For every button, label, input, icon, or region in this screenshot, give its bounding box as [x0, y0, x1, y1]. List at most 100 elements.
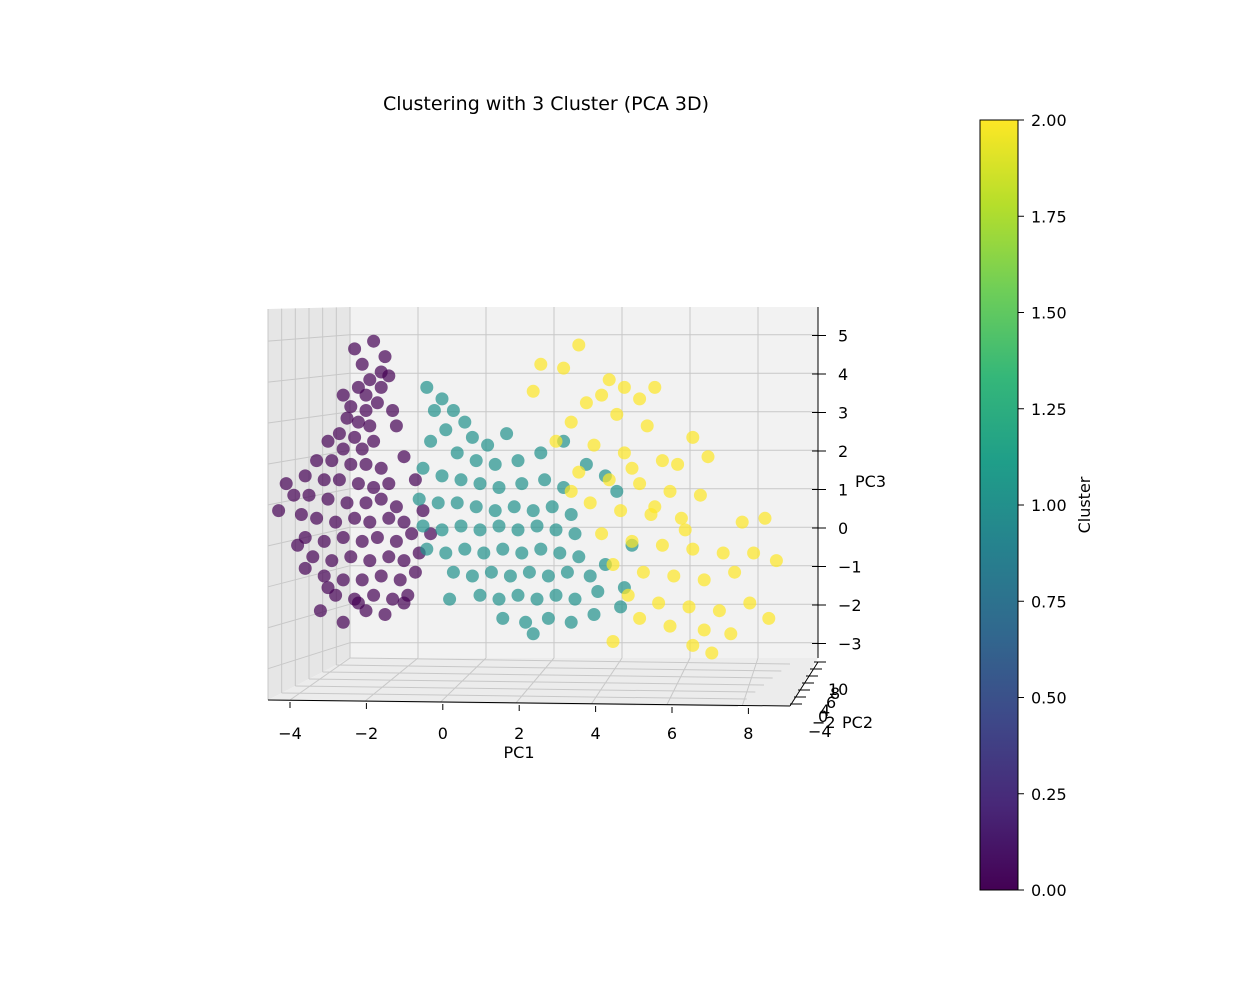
- cluster-1-point: [469, 454, 483, 468]
- colorbar-tick-label: 1.00: [1031, 496, 1067, 515]
- cluster-2-point: [564, 484, 578, 498]
- colorbar: 0.00 0.25 0.50 0.75 1.00 1.25 1.50 1.75 2.00 Clu…: [979, 111, 1094, 900]
- y-tick-label: 0: [818, 707, 828, 726]
- cluster-0-point: [351, 477, 365, 491]
- z-tick-label: 4: [838, 365, 848, 384]
- cluster-1-point: [614, 600, 628, 614]
- cluster-2-point: [697, 573, 711, 587]
- cluster-2-point: [625, 534, 639, 548]
- cluster-1-point: [534, 542, 548, 556]
- cluster-1-point: [435, 523, 449, 537]
- cluster-0-point: [397, 596, 411, 610]
- cluster-2-point: [728, 565, 742, 579]
- cluster-0-point: [363, 554, 377, 568]
- cluster-2-point: [712, 604, 726, 618]
- cluster-2-point: [758, 511, 772, 525]
- cluster-1-point: [431, 496, 445, 510]
- cluster-0-point: [306, 550, 320, 564]
- cluster-0-point: [336, 442, 350, 456]
- colorbar-tick-label: 1.50: [1031, 304, 1067, 323]
- cluster-0-point: [325, 554, 339, 568]
- cluster-2-point: [697, 623, 711, 637]
- cluster-1-point: [458, 415, 472, 429]
- cluster-0-point: [298, 469, 312, 483]
- colorbar-ticks: 0.00 0.25 0.50 0.75 1.00 1.25 1.50 1.75 2.00: [1018, 111, 1067, 900]
- cluster-0-point: [359, 404, 373, 417]
- colorbar-tick-label: 0.75: [1031, 592, 1067, 611]
- cluster-0-point: [359, 496, 373, 510]
- cluster-0-point: [329, 515, 343, 529]
- z-tick-label: 1: [838, 481, 848, 500]
- cluster-1-point: [420, 542, 434, 556]
- cluster-0-point: [382, 369, 396, 383]
- cluster-1-point: [591, 585, 605, 598]
- cluster-0-point: [310, 511, 324, 525]
- cluster-2-point: [652, 596, 666, 610]
- cluster-1-point: [465, 569, 479, 583]
- cluster-1-point: [541, 611, 555, 625]
- cluster-2-point: [735, 515, 749, 529]
- cluster-1-point: [473, 588, 487, 602]
- y-tick-label: −4: [808, 722, 832, 741]
- cluster-0-point: [287, 488, 301, 502]
- cluster-1-point: [427, 404, 441, 417]
- cluster-2-point: [583, 496, 597, 510]
- cluster-1-point: [492, 481, 506, 494]
- y-axis-label: PC2: [842, 713, 873, 732]
- cluster-0-point: [374, 461, 388, 475]
- cluster-2-point: [655, 454, 669, 468]
- y-tick-label: 8: [830, 684, 840, 703]
- cluster-2-point: [667, 569, 681, 583]
- scatter-points: [272, 334, 783, 660]
- cluster-1-point: [534, 446, 548, 460]
- cluster-0-point: [382, 550, 396, 564]
- cluster-0-point: [348, 430, 362, 444]
- cluster-2-point: [572, 338, 586, 352]
- cluster-2-point: [606, 558, 620, 571]
- cluster-0-point: [321, 434, 335, 448]
- z-tick-label: 2: [838, 442, 848, 461]
- cluster-0-point: [355, 442, 369, 456]
- cluster-1-point: [446, 404, 460, 417]
- cluster-2-point: [701, 450, 715, 464]
- cluster-1-point: [538, 473, 552, 487]
- cluster-2-point: [686, 542, 700, 556]
- y-tick-label: 6: [826, 693, 836, 712]
- cluster-0-point: [332, 473, 346, 487]
- cluster-2-point: [579, 396, 593, 410]
- z-tick-label: −2: [838, 596, 862, 615]
- cluster-0-point: [336, 388, 350, 402]
- y-tick-label: 10: [828, 680, 848, 699]
- cluster-1-point: [519, 615, 533, 629]
- cluster-2-point: [640, 419, 654, 433]
- x-tick-label: 6: [667, 724, 677, 743]
- cluster-2-point: [606, 635, 620, 648]
- cluster-0-point: [291, 538, 305, 552]
- cluster-1-point: [481, 438, 495, 452]
- cluster-0-point: [344, 550, 358, 564]
- cluster-0-point: [374, 569, 388, 583]
- z-tick-label: −3: [838, 635, 862, 654]
- cluster-0-point: [393, 573, 407, 587]
- cluster-0-point: [351, 596, 365, 610]
- cluster-0-point: [298, 561, 312, 575]
- cluster-1-point: [496, 611, 510, 625]
- colorbar-tick-label: 1.75: [1031, 207, 1067, 226]
- cluster-0-point: [359, 457, 373, 471]
- cluster-0-point: [382, 511, 396, 525]
- cluster-1-point: [522, 565, 536, 579]
- z-tick-label: −1: [838, 558, 862, 577]
- cluster-2-point: [610, 407, 624, 421]
- cluster-2-point: [663, 484, 677, 498]
- cluster-1-point: [568, 527, 582, 541]
- cluster-2-point: [674, 511, 688, 525]
- cluster-0-point: [317, 569, 331, 583]
- cluster-1-point: [435, 392, 449, 406]
- cluster-2-point: [648, 380, 662, 394]
- cluster-0-point: [317, 473, 331, 487]
- cluster-0-point: [359, 388, 373, 402]
- cluster-1-point: [530, 519, 544, 533]
- cluster-0-point: [367, 334, 381, 348]
- cluster-1-point: [465, 430, 479, 444]
